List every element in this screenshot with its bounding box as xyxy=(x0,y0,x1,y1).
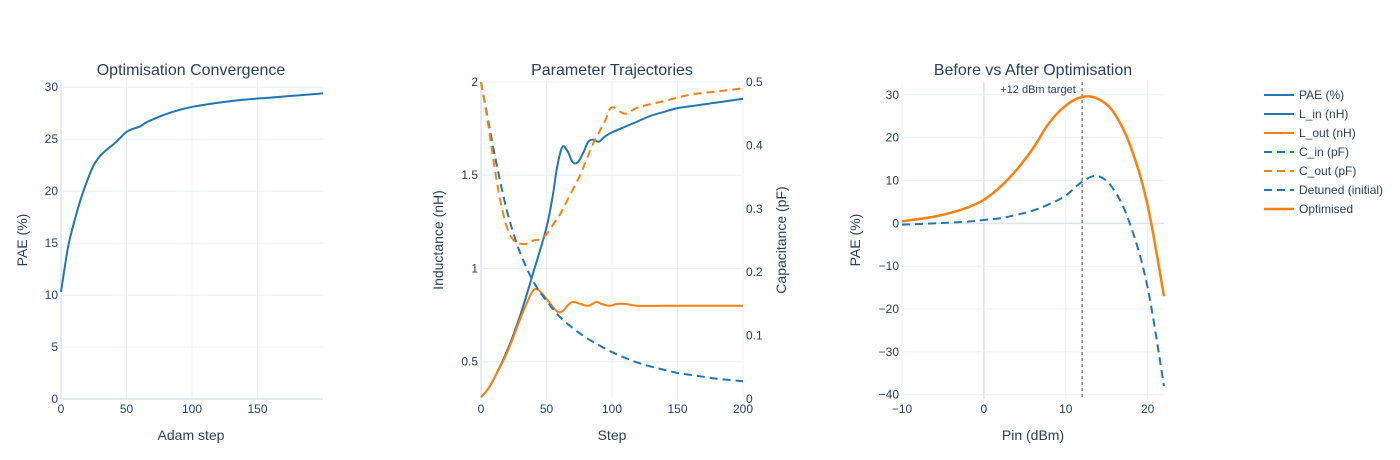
capacitance-tick-label: 0.3 xyxy=(746,202,763,216)
before-after-x-tick-label: 10 xyxy=(1059,402,1073,416)
before-after-title: Before vs After Optimisation xyxy=(934,62,1132,79)
legend-item-l-out-nh[interactable]: L_out (nH) xyxy=(1264,126,1356,140)
convergence-title: Optimisation Convergence xyxy=(97,62,286,79)
legend-label: C_in (pF) xyxy=(1299,145,1349,159)
before-after-y-tick-label: −10 xyxy=(879,259,900,273)
legend-label: PAE (%) xyxy=(1299,88,1344,102)
series-line-c-out-pf xyxy=(480,81,744,246)
legend-item-c-out-pf[interactable]: C_out (pF) xyxy=(1264,164,1356,178)
before-after-y-tick-label: −30 xyxy=(879,345,900,359)
before-after-y-tick-label: −40 xyxy=(879,388,900,402)
trajectories-x-tick-label: 150 xyxy=(667,402,687,416)
convergence-y-tick-label: 30 xyxy=(45,80,59,94)
before-after-x-tick-label: 20 xyxy=(1141,402,1155,416)
before-after-y-tick-label: 30 xyxy=(886,88,900,102)
legend[interactable]: PAE (%) L_in (nH) L_out (nH) C_in (pF) C_out… xyxy=(1264,88,1383,216)
convergence-y-tick-label: 5 xyxy=(51,340,58,354)
capacitance-tick-label: 0.5 xyxy=(746,75,763,89)
trajectories-x-axis-label: Step xyxy=(598,427,627,443)
trajectories-y-tick-label: 0.5 xyxy=(461,355,478,369)
series-line-optimised xyxy=(901,95,1166,297)
convergence-x-tick-label: 0 xyxy=(58,402,65,416)
series-line-detuned-initial xyxy=(901,174,1165,387)
convergence-y-tick-label: 15 xyxy=(45,236,59,250)
legend-label: L_out (nH) xyxy=(1299,126,1356,140)
trajectories-y-tick-label: 1.5 xyxy=(461,168,478,182)
convergence-y-tick-label: 25 xyxy=(45,132,59,146)
trajectories-x-tick-label: 200 xyxy=(733,402,753,416)
trajectories-panel: 0 50 100 150 200 0.5 1 1.5 2 0 0.1 0.2 0.3 0.4 0.5 Par… xyxy=(430,62,789,443)
trajectories-y-tick-label: 1 xyxy=(471,261,478,275)
inductance-axis-label: Inductance (nH) xyxy=(430,190,446,290)
convergence-x-axis-label: Adam step xyxy=(158,427,225,443)
capacitance-tick-label: 0 xyxy=(746,392,753,406)
convergence-x-tick-label: 150 xyxy=(247,402,267,416)
legend-item-optimised[interactable]: Optimised xyxy=(1264,202,1353,216)
convergence-x-tick-label: 100 xyxy=(182,402,202,416)
before-after-x-tick-label: −10 xyxy=(892,402,913,416)
before-after-x-tick-label: 0 xyxy=(981,402,988,416)
legend-label: Optimised xyxy=(1299,202,1353,216)
legend-item-c-in-pf[interactable]: C_in (pF) xyxy=(1264,145,1349,159)
legend-label: L_in (nH) xyxy=(1299,107,1348,121)
before-after-y-tick-label: 10 xyxy=(886,174,900,188)
trajectories-x-tick-label: 0 xyxy=(478,402,485,416)
before-after-panel: −10 0 10 20 −40 −30 −20 −10 0 10 20 30 Before vs Af… xyxy=(847,62,1166,443)
capacitance-tick-label: 0.4 xyxy=(746,138,763,152)
legend-item-detuned-initial[interactable]: Detuned (initial) xyxy=(1264,183,1383,197)
legend-item-l-in-nh[interactable]: L_in (nH) xyxy=(1264,107,1348,121)
legend-item-pae[interactable]: PAE (%) xyxy=(1264,88,1344,102)
target-annotation: +12 dBm target xyxy=(1000,84,1076,96)
trajectories-x-tick-label: 50 xyxy=(540,402,554,416)
legend-label: C_out (pF) xyxy=(1299,164,1356,178)
series-line-l-out-nh xyxy=(480,287,743,398)
trajectories-title: Parameter Trajectories xyxy=(531,62,693,79)
series-line-l-in-nh xyxy=(480,97,744,398)
capacitance-tick-label: 0.1 xyxy=(746,329,763,343)
convergence-y-axis-label: PAE (%) xyxy=(14,214,30,267)
series-line-pae xyxy=(60,92,324,293)
before-after-y-tick-label: 0 xyxy=(892,216,899,230)
before-after-y-tick-label: 20 xyxy=(886,131,900,145)
convergence-x-tick-label: 50 xyxy=(120,402,134,416)
before-after-y-axis-label: PAE (%) xyxy=(847,214,863,267)
trajectories-y-tick-label: 2 xyxy=(471,75,478,89)
trajectories-x-tick-label: 100 xyxy=(602,402,622,416)
convergence-panel: 0 50 100 150 0 5 10 15 20 25 30 Optimisation Conve… xyxy=(14,62,324,443)
before-after-y-tick-label: −20 xyxy=(879,302,900,316)
capacitance-tick-label: 0.2 xyxy=(746,265,763,279)
convergence-y-tick-label: 20 xyxy=(45,184,59,198)
convergence-y-tick-label: 10 xyxy=(45,288,59,302)
capacitance-axis-label: Capacitance (pF) xyxy=(773,186,789,293)
convergence-y-tick-label: 0 xyxy=(51,392,58,406)
legend-label: Detuned (initial) xyxy=(1299,183,1383,197)
before-after-x-axis-label: Pin (dBm) xyxy=(1002,427,1064,443)
series-line-c-in-pf xyxy=(480,81,744,383)
